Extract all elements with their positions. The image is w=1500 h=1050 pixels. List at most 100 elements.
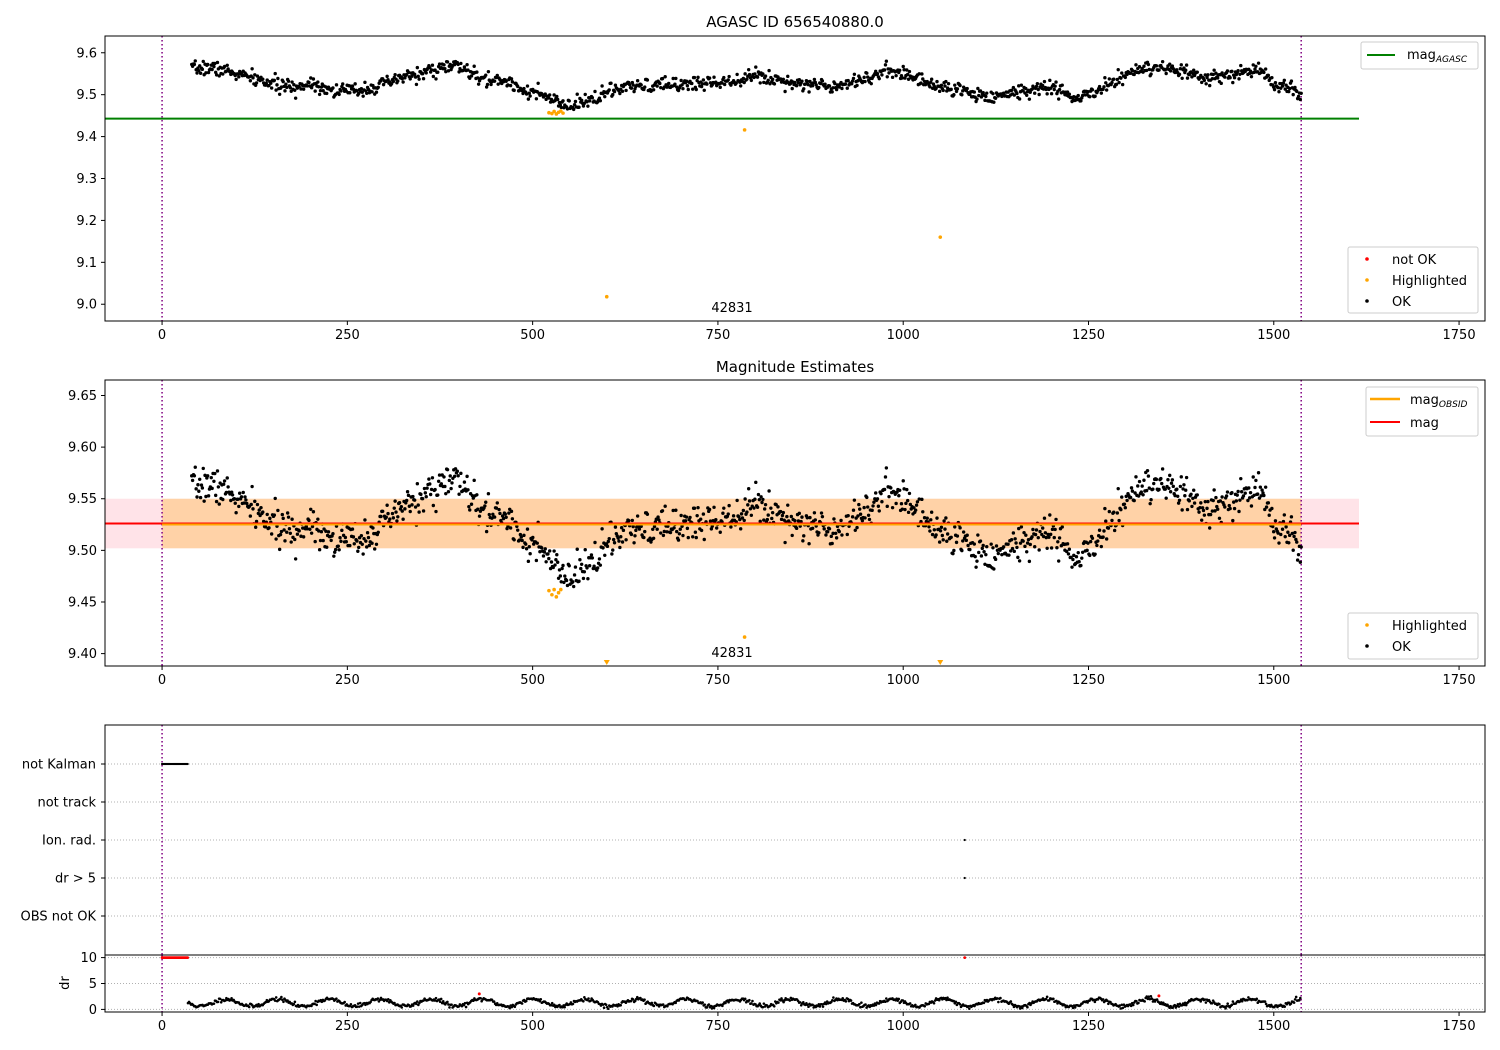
ok-point [1177,72,1182,77]
ok-point [411,494,415,499]
ok-point [1225,69,1230,73]
ok-point [908,502,913,507]
y-tick-label: 9.40 [68,647,97,662]
ok-point [394,510,398,514]
ok-point [660,76,665,81]
ok-point [883,475,888,479]
ok-point [754,480,758,485]
ok-point [360,90,364,94]
ok-point [681,86,685,91]
ok-point [955,534,960,538]
ok-point [944,516,948,520]
ok-point [797,511,802,516]
ok-point [1237,509,1241,514]
ok-point [966,543,970,548]
ok-point [1017,559,1022,563]
ok-point [937,540,942,544]
ok-point [960,93,964,97]
ok-point [1179,475,1183,479]
legend-label-highlighted: Highlighted [1392,619,1467,634]
ok-point [421,76,426,81]
x-tick-label: 750 [706,328,731,343]
ok-point [379,514,383,519]
ok-point [885,75,889,79]
dr-point [450,1003,453,1006]
ok-point [555,94,559,99]
ok-point [785,514,789,519]
ok-point [611,92,615,97]
dr-point [1101,998,1105,1001]
ok-point [1181,487,1185,491]
dr-point [257,1002,260,1006]
ok-point [738,527,743,531]
ok-point [1296,552,1301,557]
ok-point [1202,78,1207,83]
ok-point [1247,496,1252,500]
ok-point [981,90,985,95]
ok-point [1160,481,1164,486]
ok-point [696,75,700,80]
dr-point [1009,1000,1013,1003]
ok-point [613,83,618,87]
ok-point [309,531,314,535]
ok-point [1060,83,1064,87]
ok-point [1052,535,1056,540]
ok-point [1120,71,1124,75]
ok-point [726,78,730,82]
ok-point [992,567,996,571]
ok-point [1107,77,1112,81]
ok-point [952,548,956,553]
ok-point [1191,496,1195,500]
ok-point [677,532,682,536]
ok-point [1147,486,1151,490]
ok-point [265,512,269,517]
ok-point [1273,80,1278,85]
ok-point [1206,73,1210,77]
ok-point [564,578,569,583]
ok-point [937,89,942,94]
ok-point [1070,565,1074,569]
ok-point [1037,548,1041,552]
ok-point [317,92,322,97]
ok-point [874,69,878,74]
dr-point [457,1005,461,1008]
ok-point [540,546,544,550]
ok-point [1253,485,1257,490]
ok-point [215,60,220,65]
highlighted-point [552,109,556,114]
ok-point [1122,502,1127,506]
ok-point [546,552,550,556]
ok-point [1086,90,1090,94]
dr-point [1183,1001,1187,1005]
ok-point [980,546,984,551]
ok-point [813,518,817,522]
dr-point [927,1002,931,1006]
dr-point [315,1003,318,1007]
dr-point [1018,1007,1022,1010]
ok-point [1239,63,1243,68]
ok-point [616,536,620,540]
ok-point [299,534,303,538]
ok-point [364,539,368,543]
ok-point [807,542,811,546]
dr-point [859,1005,862,1009]
dr-point [818,1005,822,1008]
ok-point [913,508,918,512]
ok-point [781,510,786,515]
dr-point [914,1003,917,1007]
highlighted-point [556,590,561,595]
ok-point [746,487,751,491]
ok-point [192,474,197,478]
dr-point [923,1004,926,1008]
dr-point [418,1001,421,1005]
dr-point [550,1001,554,1005]
ok-point [928,85,932,89]
dr-point [1182,1003,1186,1007]
dr-point [335,997,338,1000]
ok-point [882,68,887,72]
dr-point [388,1001,391,1004]
ok-point [1251,63,1255,67]
dr-point [629,999,633,1003]
ok-point [1057,87,1062,92]
